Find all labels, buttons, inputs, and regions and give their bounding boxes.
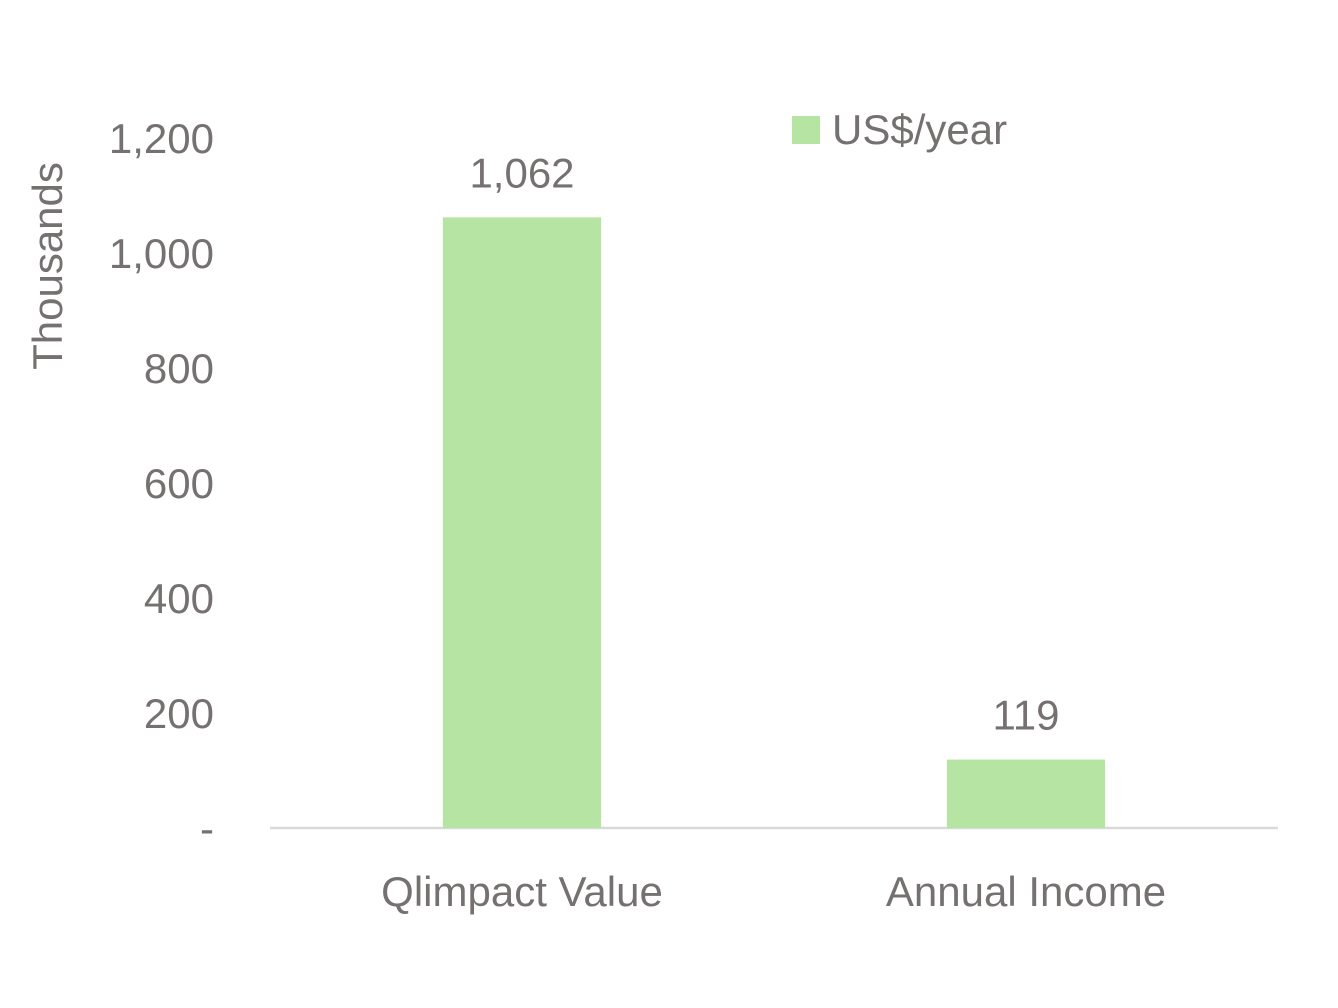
bar-data-label: 1,062 (469, 149, 574, 196)
y-tick-label: 200 (144, 690, 214, 737)
bar (442, 217, 602, 829)
y-tick-label: - (200, 805, 214, 852)
y-axis-title: Thousands (24, 162, 71, 370)
bar (946, 759, 1106, 828)
y-tick-label: 400 (144, 575, 214, 622)
x-category-label: Qlimpact Value (381, 868, 663, 915)
x-category-label: Annual Income (886, 868, 1166, 915)
category-labels: Qlimpact Value Annual Income (381, 868, 1166, 915)
legend-swatch (792, 116, 820, 144)
y-tick-label: 800 (144, 345, 214, 392)
y-tick-label: 600 (144, 460, 214, 507)
bars-group (442, 217, 1106, 829)
y-tick-label: 1,200 (109, 115, 214, 162)
legend: US$/year (792, 106, 1007, 153)
bar-data-label: 119 (993, 692, 1060, 739)
y-axis-ticks: - 200 400 600 800 1,000 1,200 (109, 115, 214, 852)
y-tick-label: 1,000 (109, 230, 214, 277)
legend-label: US$/year (832, 106, 1007, 153)
data-labels: 1,062 119 (469, 149, 1059, 738)
